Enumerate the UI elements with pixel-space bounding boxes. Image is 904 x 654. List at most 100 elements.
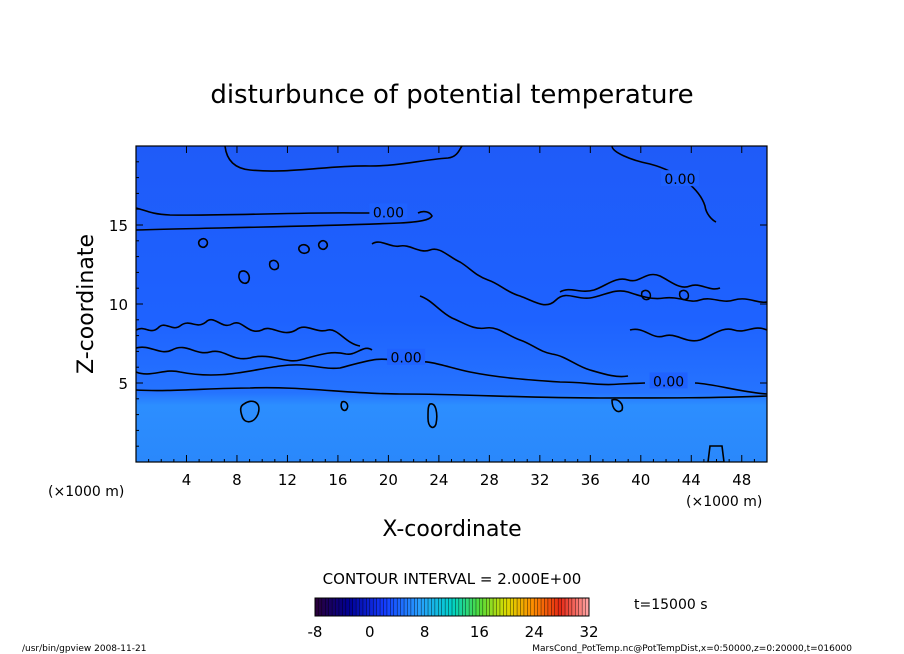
colorbar-tick-label: 8 <box>420 623 430 641</box>
colorbar-cell <box>434 598 439 616</box>
contour-island-8 <box>640 289 652 301</box>
colorbar-cell <box>345 598 350 616</box>
x-tick-label: 28 <box>480 471 499 489</box>
colorbar-cell <box>541 598 545 616</box>
colorbar-cell <box>554 598 559 616</box>
colorbar-cell <box>523 598 528 616</box>
colorbar-cell <box>517 598 521 616</box>
colorbar-cell <box>424 598 429 616</box>
colorbar-cell <box>383 598 388 616</box>
colorbar-cell <box>506 598 511 616</box>
colorbar-cell <box>513 598 518 616</box>
colorbar-cell <box>534 598 538 616</box>
contour-island-6 <box>340 400 349 412</box>
y-tick-label: 15 <box>109 217 128 235</box>
colorbar-cell <box>479 598 484 616</box>
x-tick-label: 32 <box>530 471 549 489</box>
contour-lower-edge <box>136 386 767 399</box>
contour-label-bg <box>387 348 426 365</box>
footer-right: MarsCond_PotTemp.nc@PotTempDist,x=0:5000… <box>532 644 852 654</box>
contour-upper-band <box>136 207 433 231</box>
x-axis: 4 8 12 16 20 24 28 32 36 40 44 48 <box>148 146 755 489</box>
colorbar-cell <box>547 598 552 616</box>
colorbar-cell <box>390 598 395 616</box>
colorbar-tick-label: 32 <box>579 623 598 641</box>
colorbar-tick-label: -8 <box>308 623 323 641</box>
colorbar-cell <box>472 598 477 616</box>
colorbar-cell <box>321 598 326 616</box>
contour-island-5 <box>427 403 438 429</box>
colorbar-cell <box>318 598 323 616</box>
colorbar-cell <box>558 598 562 616</box>
colorbar-cell <box>503 598 508 616</box>
colorbar-cell <box>575 598 580 616</box>
contour-mid-right2 <box>629 327 767 342</box>
contour-label: 0.00 <box>664 172 695 188</box>
x-tick-label: 8 <box>232 471 242 489</box>
colorbar-cell <box>486 598 490 616</box>
contour-label: 0.00 <box>390 351 421 367</box>
colorbar-cell <box>417 598 422 616</box>
y-tick-label: 5 <box>118 375 128 393</box>
colorbar-cell <box>465 598 470 616</box>
colorbar <box>314 597 590 617</box>
colorbar-cell <box>571 598 576 616</box>
colorbar-cell <box>325 598 329 616</box>
colorbar-cell <box>421 598 425 616</box>
colorbar-cell <box>530 598 535 616</box>
colorbar-cell <box>431 598 436 616</box>
contour-label-bg <box>660 170 699 187</box>
contour-label: 0.00 <box>373 205 404 221</box>
x-tick-label: 24 <box>429 471 448 489</box>
colorbar-cell <box>493 598 497 616</box>
contour-mid-left2 <box>136 346 373 362</box>
colorbar-cell <box>448 598 453 616</box>
y-axis: 5 10 15 <box>109 161 767 447</box>
colorbar-cell <box>520 598 525 616</box>
colorbar-cell <box>356 598 360 616</box>
colorbar-cell <box>366 598 371 616</box>
colorbar-cell <box>414 598 419 616</box>
contour-island-10 <box>707 445 725 462</box>
x-axis-label: X-coordinate <box>382 517 521 542</box>
colorbar-cell <box>582 598 586 616</box>
colorbar-cell <box>380 598 384 616</box>
contour-island-12 <box>238 270 251 285</box>
contour-lines <box>136 146 767 462</box>
chart-title: disturbunce of potential temperature <box>210 80 693 110</box>
colorbar-cell <box>359 598 364 616</box>
colorbar-cell <box>527 598 532 616</box>
x-tick-label: 40 <box>631 471 650 489</box>
colorbar-cell <box>441 598 446 616</box>
colorbar-cell <box>352 598 357 616</box>
x-tick-label: 20 <box>379 471 398 489</box>
colorbar-cell <box>544 598 549 616</box>
colorbar-cell <box>400 598 405 616</box>
colorbar-cell <box>342 598 347 616</box>
colorbar-cell <box>452 598 456 616</box>
contour-island-11 <box>268 259 280 271</box>
colorbar-cell <box>349 598 353 616</box>
colorbar-cell <box>373 598 377 616</box>
contour-top-left <box>224 146 463 172</box>
contour-lower-band <box>136 358 767 395</box>
colorbar-tick-label: 16 <box>470 623 489 641</box>
colorbar-cell <box>537 598 542 616</box>
colorbar-tick-label: 24 <box>525 623 544 641</box>
x-tick-label: 12 <box>278 471 297 489</box>
y-tick-label: 10 <box>109 296 128 314</box>
colorbar-cell <box>445 598 449 616</box>
colorbar-cell <box>475 598 480 616</box>
colorbar-cell <box>482 598 487 616</box>
contour-mid-center2 <box>419 295 629 378</box>
colorbar-cell <box>462 598 466 616</box>
colorbar-cell <box>438 598 443 616</box>
contour-mid-center <box>371 241 767 306</box>
contour-island-1 <box>197 237 209 249</box>
contour-island-3 <box>317 239 329 251</box>
colorbar-cell <box>561 598 566 616</box>
colorbar-cell <box>510 598 514 616</box>
colorbar-frame <box>314 597 590 617</box>
contour-island-9 <box>678 289 690 301</box>
